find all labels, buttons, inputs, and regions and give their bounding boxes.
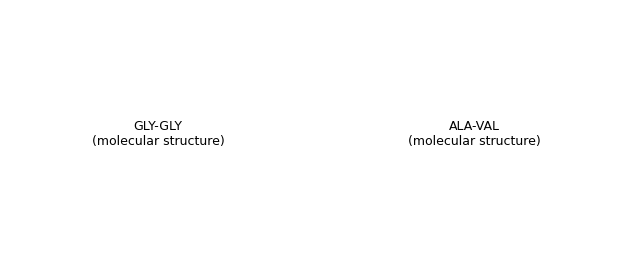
Text: ALA-VAL
(molecular structure): ALA-VAL (molecular structure)	[408, 120, 540, 147]
Text: GLY-GLY
(molecular structure): GLY-GLY (molecular structure)	[92, 120, 224, 147]
